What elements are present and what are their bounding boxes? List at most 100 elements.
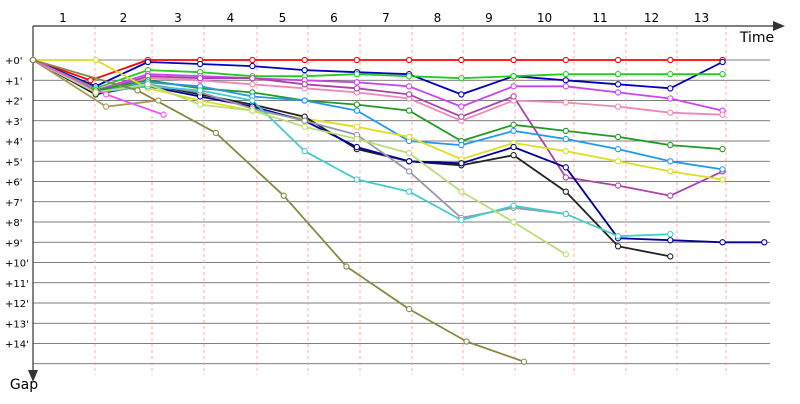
series-line [32, 59, 723, 171]
data-point [667, 230, 674, 238]
y-tick-label: +10' [5, 259, 29, 270]
x-tick-label: 9 [485, 11, 493, 25]
data-point [562, 127, 569, 135]
data-point [343, 263, 350, 270]
series-line [32, 59, 723, 82]
tick-labels: +0' +1' +2' +3' +4' +5' +6' +7' +8' +9' +10' +11' +1… [5, 11, 709, 351]
data-point [614, 158, 622, 165]
y-tick-label: +14' [5, 340, 29, 351]
x-tick-label: 3 [174, 11, 182, 25]
data-point [197, 75, 204, 82]
data-point [301, 123, 308, 130]
data-point [280, 192, 287, 199]
data-point [405, 149, 413, 157]
data-point [614, 145, 622, 153]
data-point [614, 56, 622, 64]
data-point [510, 143, 517, 151]
series-line [32, 59, 723, 197]
data-point [614, 182, 622, 189]
data-point [719, 166, 726, 173]
data-point [510, 56, 517, 64]
x-tick-label: 4 [227, 11, 235, 25]
data-point [510, 83, 517, 90]
data-point [197, 87, 204, 94]
y-tick-label: +3' [5, 117, 23, 128]
data-point [667, 85, 674, 92]
data-point [719, 176, 726, 183]
data-point [458, 56, 465, 64]
data-point [301, 56, 308, 64]
data-point [562, 174, 569, 181]
data-point [667, 192, 674, 199]
series-line [32, 59, 567, 256]
data-point [510, 152, 517, 159]
series-lines [32, 59, 765, 363]
x-tick-label: 1 [59, 11, 67, 25]
series-line [32, 59, 723, 122]
data-point [87, 77, 94, 84]
data-point [212, 129, 219, 137]
data-point [562, 99, 569, 106]
data-point [458, 188, 465, 195]
y-tick-label: +1' [5, 76, 23, 87]
data-point [562, 71, 569, 78]
data-point [510, 127, 517, 135]
y-tick-label: +6' [5, 178, 23, 189]
data-point [562, 147, 569, 155]
data-point [353, 107, 361, 114]
data-point [562, 210, 569, 218]
data-point [510, 73, 517, 80]
data-point [667, 141, 674, 149]
data-point [562, 56, 569, 64]
data-point [155, 97, 162, 104]
data-point [667, 95, 674, 102]
axes [28, 21, 785, 382]
series-line [33, 59, 723, 181]
data-point [614, 233, 622, 240]
data-point [562, 135, 569, 143]
data-point [405, 158, 413, 165]
series-line [32, 59, 723, 150]
x-tick-label: 11 [592, 11, 607, 25]
data-point [197, 60, 204, 68]
y-axis-arrow [28, 370, 38, 382]
data-point [405, 133, 413, 141]
data-point [667, 158, 674, 165]
data-point [458, 103, 465, 110]
x-axis-arrow [773, 21, 785, 31]
data-point [301, 81, 308, 88]
y-tick-label: +0' [5, 56, 23, 67]
x-tick-label: 5 [279, 11, 287, 25]
data-point [458, 160, 465, 167]
y-tick-label: +12' [5, 299, 29, 310]
x-tick-label: 8 [434, 11, 442, 25]
data-point [614, 103, 622, 110]
data-point [614, 133, 622, 141]
data-point [405, 73, 413, 80]
x-tick-label: 7 [382, 11, 390, 25]
data-point [510, 121, 517, 128]
data-point [614, 243, 622, 250]
x-tick-label: 12 [644, 11, 659, 25]
data-point [458, 216, 465, 224]
x-axis-label: Time [739, 30, 774, 46]
data-point [520, 358, 528, 365]
y-tick-label: +9' [5, 238, 23, 249]
data-point [353, 85, 361, 92]
data-point [353, 123, 361, 130]
data-point [249, 107, 256, 114]
y-tick-label: +13' [5, 319, 29, 330]
x-tick-label: 10 [537, 11, 552, 25]
data-point [562, 251, 569, 258]
data-point [667, 253, 674, 260]
data-point [405, 83, 413, 90]
data-point [667, 109, 674, 116]
y-tick-label: +8' [5, 218, 23, 229]
data-point [458, 141, 465, 149]
data-point [353, 101, 361, 108]
data-point [249, 81, 256, 88]
y-tick-label: +11' [5, 279, 29, 290]
data-point [458, 91, 465, 98]
